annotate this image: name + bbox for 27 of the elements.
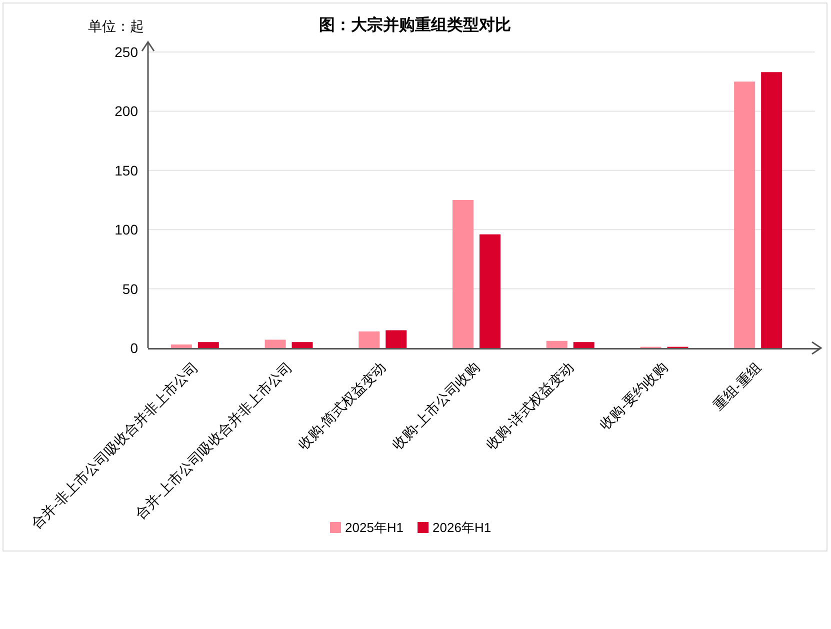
y-tick-label: 100: [114, 222, 138, 238]
bar: [761, 72, 782, 348]
bar: [198, 342, 219, 348]
y-tick-label: 250: [114, 44, 138, 60]
bar: [546, 340, 568, 348]
y-tick-label: 150: [114, 162, 138, 178]
x-tick-label: 收购-要约收购: [596, 358, 670, 433]
x-tick-label: 收购-详式权益变动: [482, 358, 576, 453]
bar: [386, 330, 407, 348]
bar: [480, 234, 500, 348]
x-tick-label: 重组-重组: [710, 358, 764, 414]
y-tick-label: 50: [122, 280, 138, 297]
bar: [292, 342, 313, 348]
y-tick-label: 0: [130, 340, 138, 356]
legend-label: 2026年H1: [432, 520, 492, 535]
x-tick-label: 收购-简式权益变动: [294, 358, 389, 453]
bar: [734, 82, 756, 348]
bar: [264, 340, 286, 348]
text: 单位：起: [88, 18, 144, 34]
bar: [452, 200, 474, 348]
legend-label: 2025年H1: [345, 520, 404, 535]
chart-title: 图：大宗并购重组类型对比: [319, 15, 511, 34]
bar: [170, 344, 192, 348]
bar: [358, 331, 380, 348]
x-tick-label: 收购-上市公司收购: [388, 358, 483, 453]
bar: [573, 342, 594, 348]
y-tick-label: 200: [114, 103, 138, 120]
